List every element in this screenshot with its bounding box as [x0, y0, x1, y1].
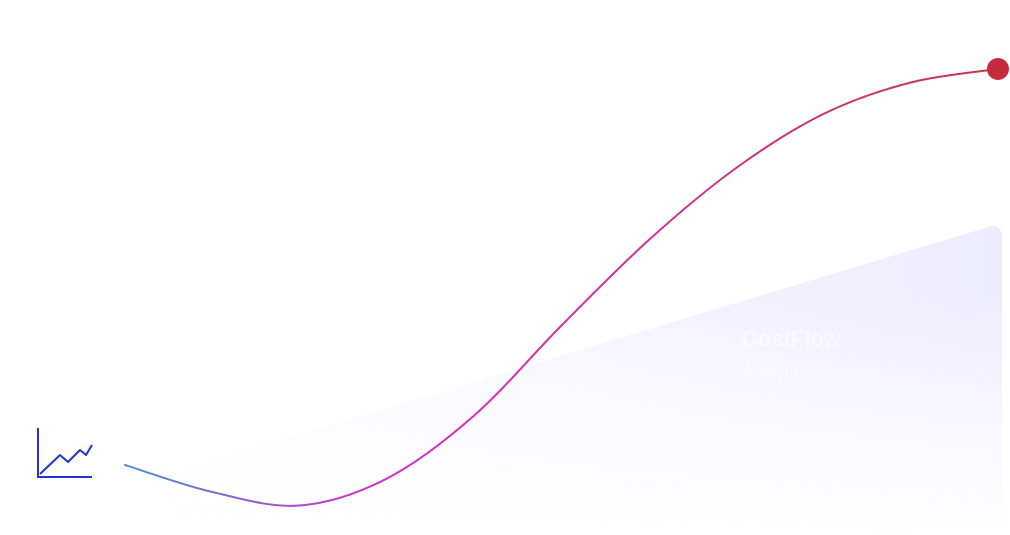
- background-band-area: [168, 225, 1002, 530]
- watermark-subtitle: Analytics: [742, 361, 810, 380]
- series-end-marker: [987, 58, 1009, 80]
- line-chart-icon: [37, 428, 93, 478]
- series-line: [124, 68, 999, 507]
- watermark-title: CostFlow: [742, 326, 842, 351]
